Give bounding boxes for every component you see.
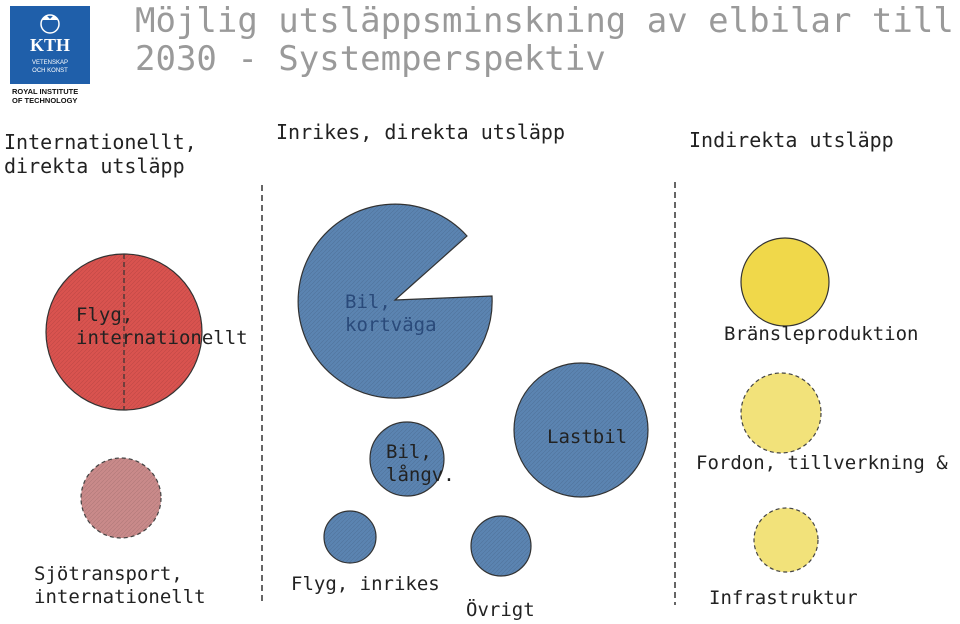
svg-text:VETENSKAP: VETENSKAP [32,60,68,66]
bubble-flyg-internationellt [45,253,203,411]
label-fordon-tillverkning: Fordon, tillverkning & uh [696,452,960,474]
svg-text:OF TECHNOLOGY: OF TECHNOLOGY [12,96,77,105]
bubble-sjotransport-internationellt [80,457,162,539]
label-flyg-inrikes: Flyg, inrikes [291,573,440,595]
label-bransleproduktion: Bränsleproduktion [724,323,919,345]
label-bil-langvaga: Bil, långv. [386,441,455,486]
label-infrastruktur: Infrastruktur [709,587,858,609]
bubble-bil-langvaga [369,421,445,497]
page-title: Möjlig utsläppsminskning av elbilar till… [135,1,954,79]
column-heading-domestic: Inrikes, direkta utsläpp [276,120,565,144]
bubble-ovrigt [470,515,532,577]
label-flyg-internationellt: Flyg, internationellt [76,304,248,349]
svg-text:ROYAL INSTITUTE: ROYAL INSTITUTE [12,87,78,96]
label-sjotransport-internationellt: Sjötransport, internationellt [34,563,206,608]
label-lastbil: Lastbil [547,426,628,448]
svg-text:OCH KONST: OCH KONST [32,68,68,74]
bubble-flyg-inrikes [323,510,377,564]
bubble-bransleproduktion [740,237,830,327]
bubble-lastbil [513,362,649,498]
kth-logo: KTH VETENSKAP OCH KONST ROYAL INSTITUTE … [10,6,90,105]
bubble-bil-kortvaga [297,203,493,399]
column-heading-indirect: Indirekta utsläpp [689,128,894,152]
bubble-infrastruktur [753,507,819,573]
column-heading-international: Internationellt, direkta utsläpp [4,130,197,178]
svg-text:KTH: KTH [30,35,70,55]
label-bil-kortvaga: Bil, kortväga [345,291,437,336]
label-ovrigt: Övrigt [466,599,535,621]
bubble-fordon-tillverkning [740,372,822,454]
